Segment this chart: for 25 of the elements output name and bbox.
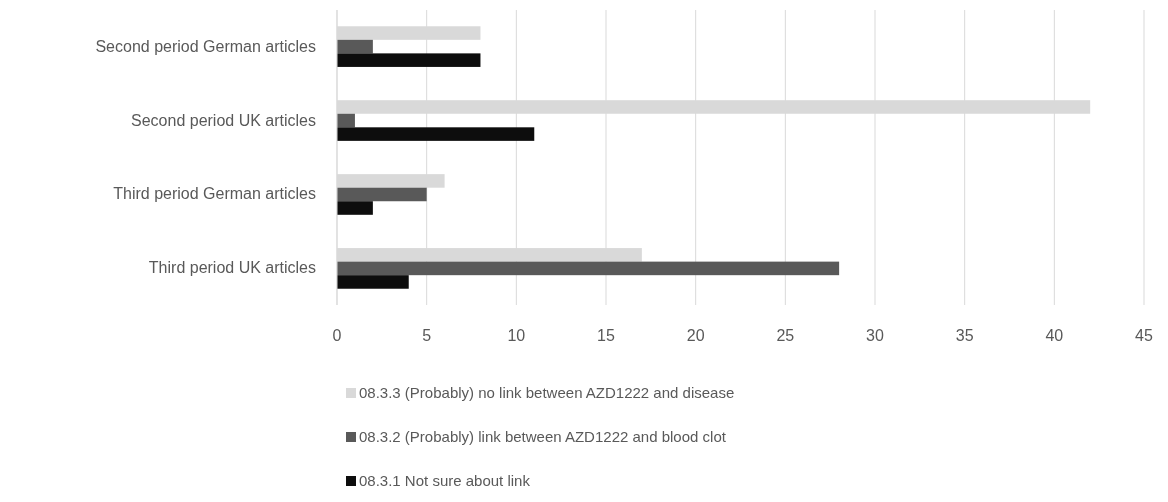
bar xyxy=(337,39,373,54)
x-tick-label: 15 xyxy=(597,327,615,344)
y-tick-label: Third period German articles xyxy=(113,185,316,203)
x-tick-label: 45 xyxy=(1135,327,1153,344)
x-tick-label: 40 xyxy=(1045,327,1064,344)
bar xyxy=(337,201,373,215)
x-tick-label: 0 xyxy=(332,327,342,344)
bar xyxy=(337,127,535,141)
bar xyxy=(337,187,427,202)
y-tick-label: Third period UK articles xyxy=(148,259,316,277)
legend-label: 08.3.3 (Probably) no link between AZD1222 and disease xyxy=(359,384,735,401)
bar xyxy=(337,113,355,128)
x-tick-label: 35 xyxy=(955,327,974,344)
legend-label: 08.3.2 (Probably) link between AZD1222 and blood clot xyxy=(359,428,727,445)
x-tick-label: 25 xyxy=(776,327,795,344)
bar xyxy=(337,261,840,276)
x-tick-label: 10 xyxy=(507,327,526,344)
x-tick-label: 30 xyxy=(866,327,884,344)
bar xyxy=(337,53,481,67)
y-tick-label: Second period UK articles xyxy=(131,111,316,129)
x-tick-label: 20 xyxy=(686,327,705,344)
y-tick-label: Second period German articles xyxy=(95,37,316,55)
legend-label: 08.3.1 Not sure about link xyxy=(359,472,531,489)
bar xyxy=(337,275,409,289)
x-tick-label: 5 xyxy=(422,327,432,344)
